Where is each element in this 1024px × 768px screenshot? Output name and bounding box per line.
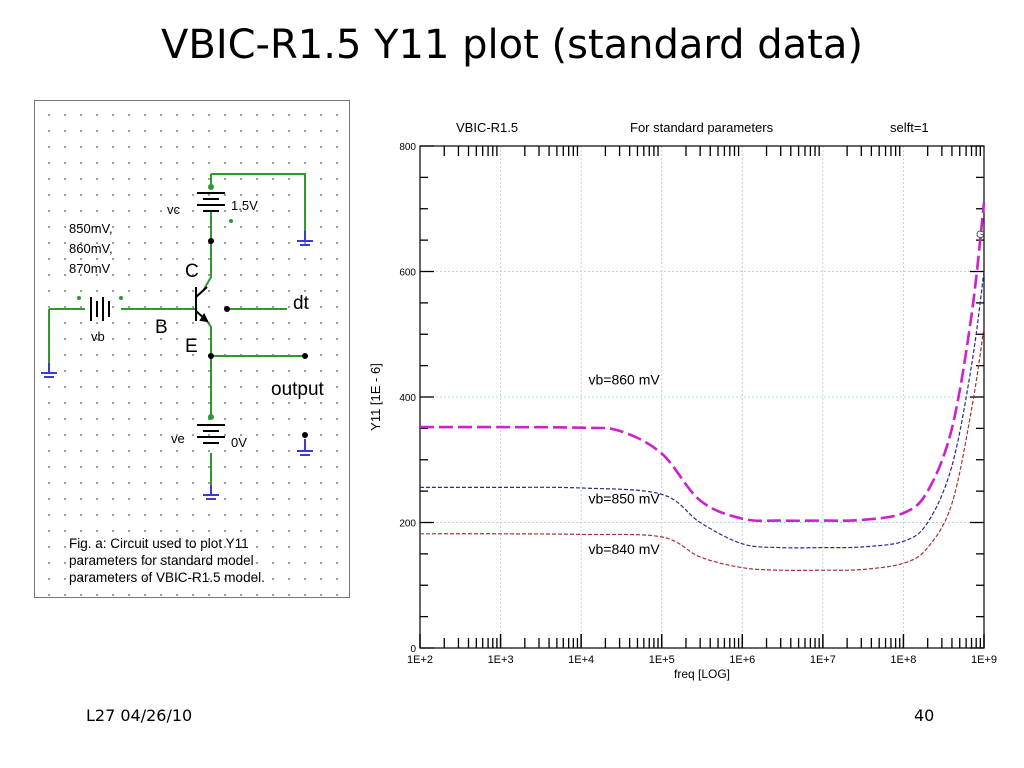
- y-axis-label: Y11 [1E - 6]: [368, 363, 383, 431]
- y-tick-label: 800: [399, 142, 416, 153]
- x-tick-label: 1E+4: [568, 654, 594, 666]
- ve-label: ve: [171, 431, 185, 446]
- dt-label: dt: [293, 293, 309, 314]
- schematic-drawing: [41, 173, 313, 500]
- output-label: output: [271, 379, 324, 400]
- caption-line: Fig. a: Circuit used to plot Y11: [69, 536, 249, 551]
- series-annotation: vb=840 mV: [588, 541, 660, 557]
- x-tick-label: 1E+9: [971, 654, 997, 666]
- ground-icon: [203, 485, 219, 500]
- ground-icon: [41, 363, 57, 378]
- caption-line: parameters for standard model: [69, 553, 254, 568]
- chart-header-text: For standard parameters: [630, 120, 774, 135]
- x-tick-label: 1E+2: [407, 654, 433, 666]
- y11-plot: 1E+2 1E+3 1E+4 1E+5 1E+6 1E+7 1E+8 1E+9 0 200 400 6…: [360, 108, 1000, 698]
- vc-value: 1.5V: [231, 198, 258, 213]
- vb-battery: [90, 297, 110, 321]
- vb-label: vb: [91, 329, 105, 344]
- caption-line: parameters of VBIC-R1.5 model.: [69, 570, 265, 585]
- vb-value-1: 850mV,: [69, 221, 113, 236]
- ground-icon: [297, 231, 313, 246]
- y-tick-label: 600: [399, 268, 416, 279]
- x-tick-label: 1E+5: [649, 654, 675, 666]
- node-b-label: B: [155, 317, 168, 338]
- node-c-label: C: [185, 261, 199, 282]
- vb-value-3: 870mV: [69, 261, 111, 276]
- footer-date: L27 04/26/10: [86, 706, 193, 725]
- ground-icon: [297, 439, 313, 456]
- x-tick-label: 1E+8: [890, 654, 916, 666]
- series-line: [419, 327, 985, 572]
- y-tick-label: 400: [399, 393, 416, 404]
- node-e-label: E: [185, 336, 198, 357]
- series-annotation: vb=850 mV: [588, 491, 660, 507]
- figure-caption: Fig. a: Circuit used to plot Y11 paramet…: [69, 535, 265, 586]
- transistor-symbol: [195, 286, 209, 323]
- vb-value-2: 860mV,: [69, 241, 113, 256]
- y-tick-label: 200: [399, 519, 416, 530]
- vc-label: vc: [167, 202, 180, 217]
- chart-header-text: selft=1: [890, 120, 929, 135]
- series-annotation: vb=860 mV: [588, 371, 660, 387]
- series-line: [419, 202, 986, 523]
- vc-return-wire: [211, 173, 306, 241]
- slide-title: VBIC-R1.5 Y11 plot (standard data): [161, 22, 863, 68]
- y-tick-label: 0: [410, 644, 416, 655]
- series-line: [419, 271, 985, 549]
- x-tick-label: 1E+7: [810, 654, 836, 666]
- ve-value: 0V: [231, 435, 247, 450]
- x-tick-label: 1E+3: [488, 654, 514, 666]
- vc-battery: [197, 192, 225, 212]
- circuit-wires: [48, 173, 306, 493]
- slide-number: 40: [914, 706, 935, 725]
- ve-battery: [197, 424, 225, 444]
- x-tick-label: 1E+6: [729, 654, 755, 666]
- y11-plot-svg: 1E+2 1E+3 1E+4 1E+5 1E+6 1E+7 1E+8 1E+9 0 200 400 6…: [368, 120, 997, 681]
- circuit-nodes: [77, 184, 308, 438]
- x-axis-label: freq [LOG]: [674, 667, 730, 681]
- curve-end-marker: G: [976, 229, 985, 241]
- circuit-schematic: vc 1.5V 850mV, 860mV, 870mV vb C B E dt …: [34, 100, 350, 598]
- collector-wire: [202, 241, 212, 292]
- chart-header-text: VBIC-R1.5: [456, 120, 518, 135]
